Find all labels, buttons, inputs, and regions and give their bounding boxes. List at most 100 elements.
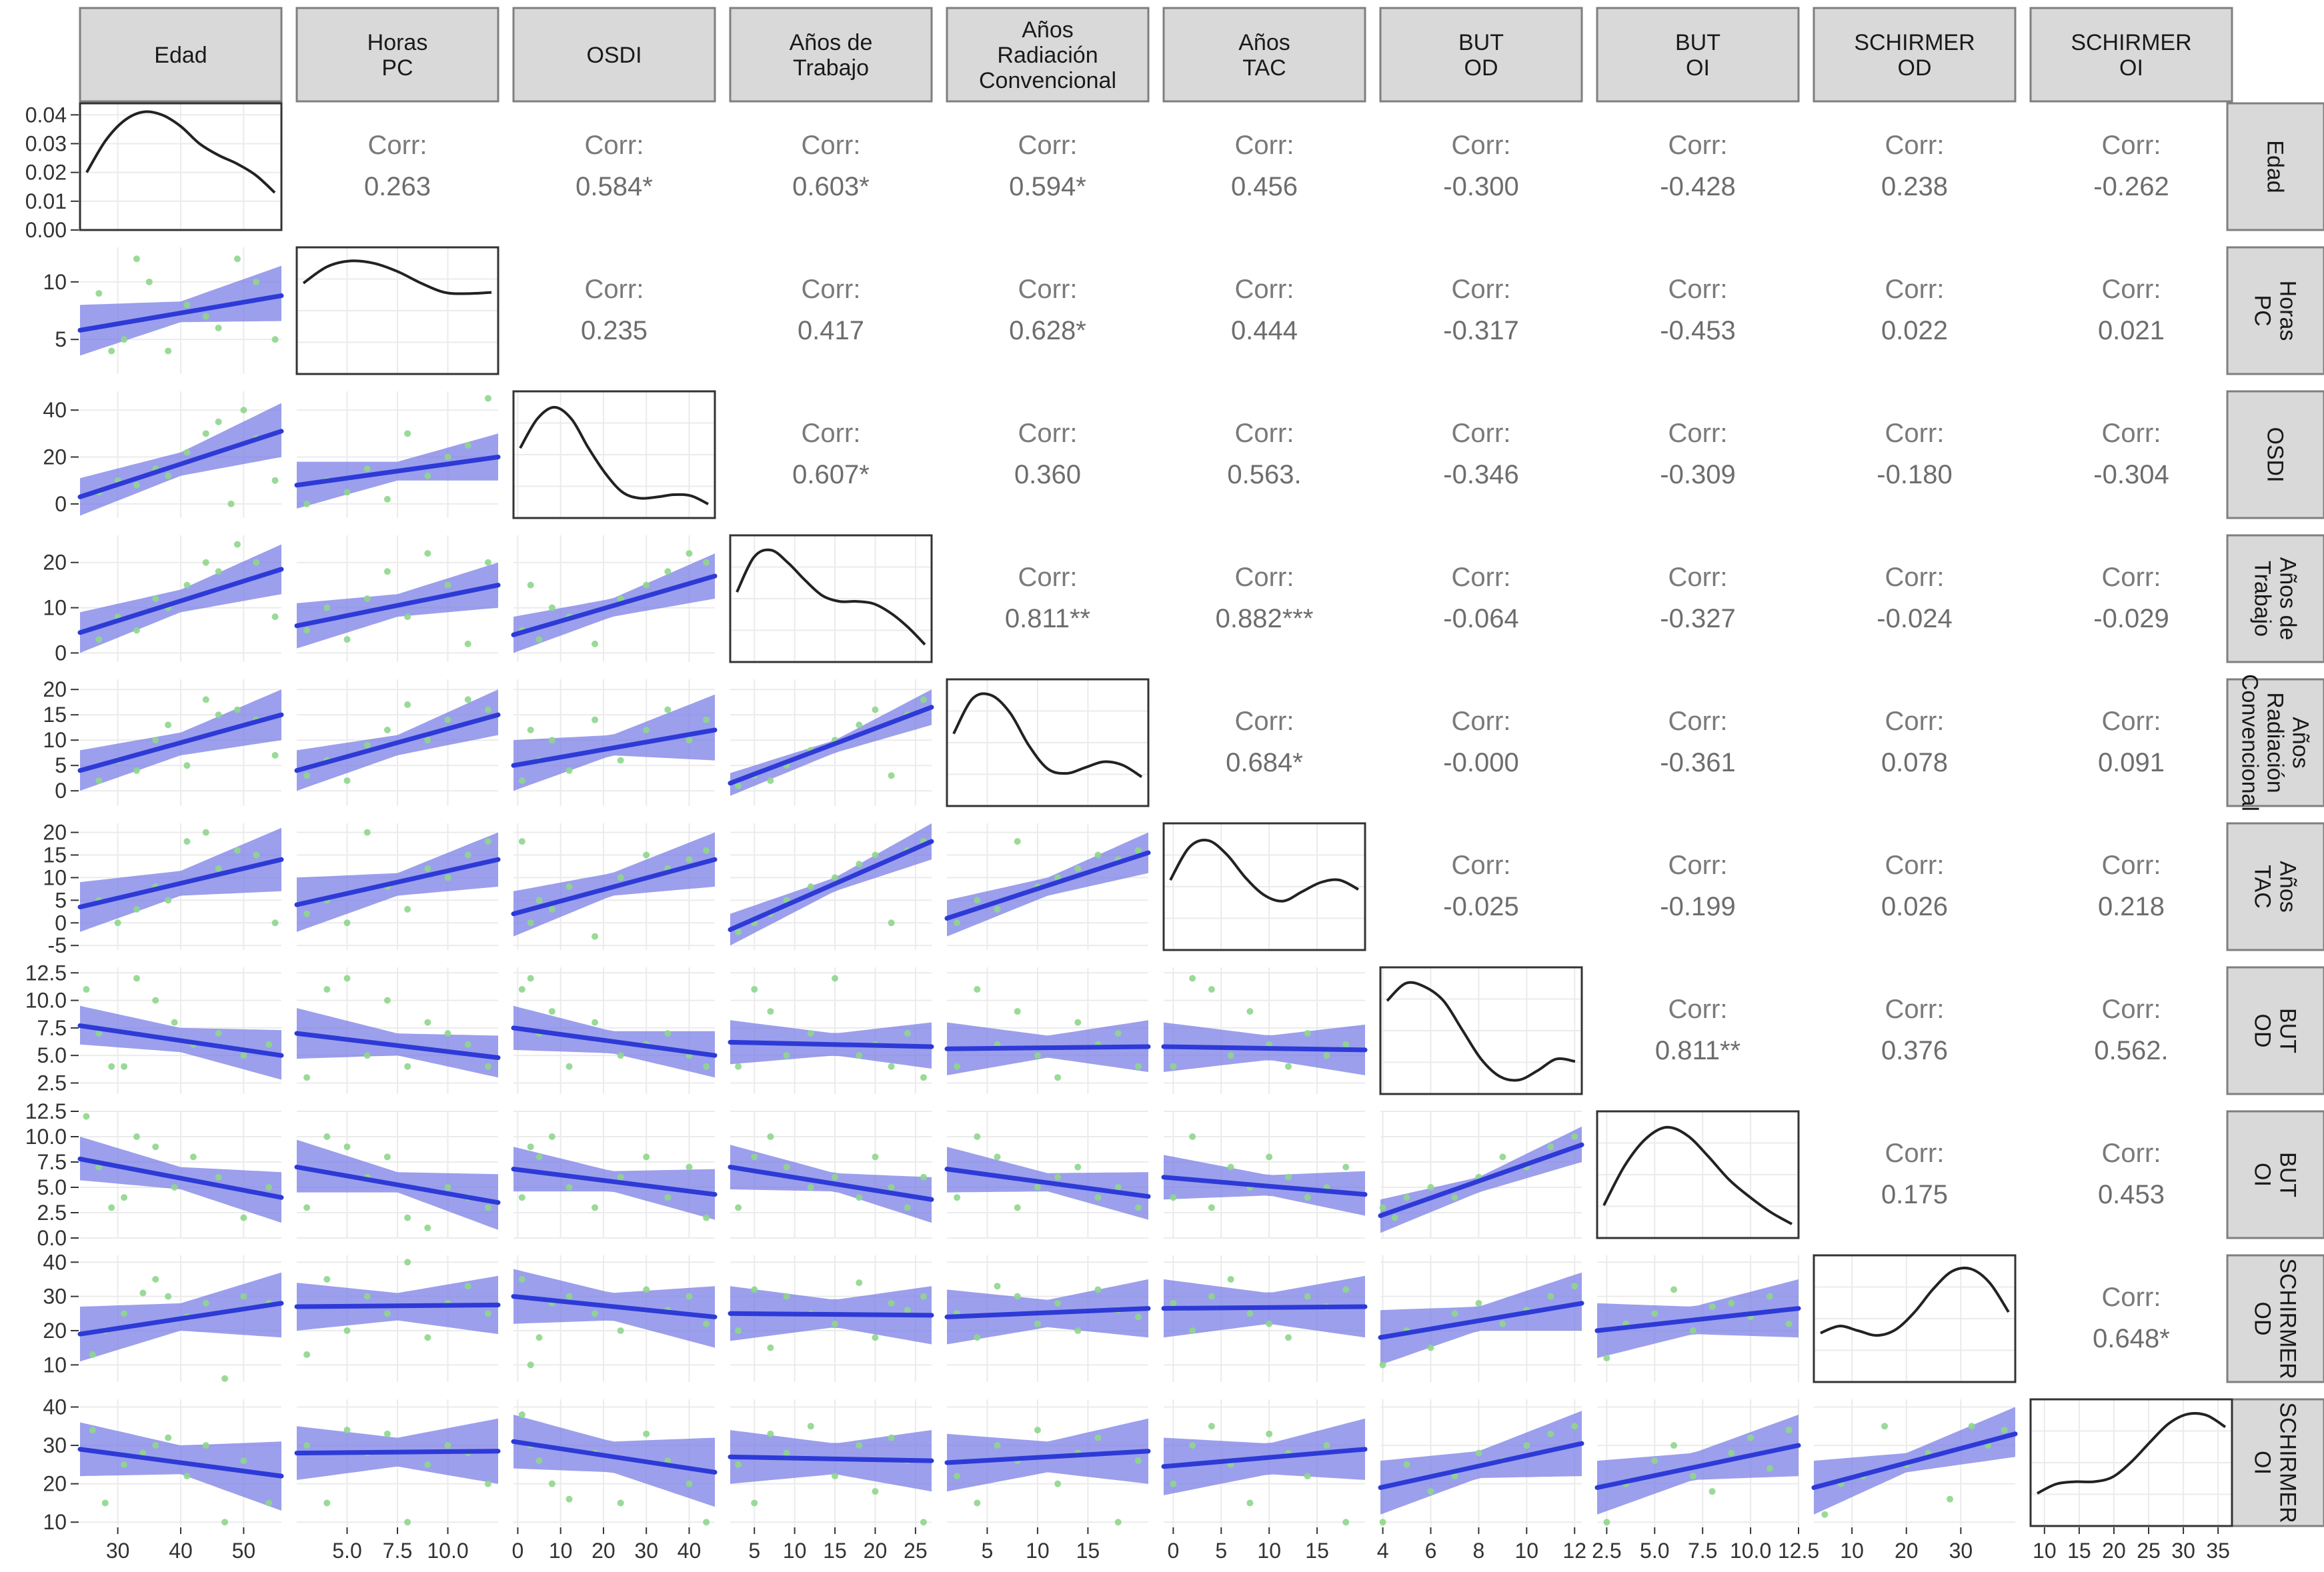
row-strip-label: OI xyxy=(2250,1163,2275,1187)
data-point xyxy=(253,559,260,566)
y-tick-label: 30 xyxy=(43,1285,67,1309)
x-tick-label: 6 xyxy=(1425,1539,1437,1563)
data-point xyxy=(1427,1344,1434,1351)
corr-panel: Corr: -0.327 xyxy=(1660,563,1735,633)
corr-value: 0.562. xyxy=(2094,1036,2168,1065)
data-point xyxy=(920,1519,927,1526)
regression-line xyxy=(1594,1443,1801,1490)
data-point xyxy=(872,851,879,859)
regression-line xyxy=(1594,1306,1801,1333)
data-point xyxy=(444,1030,451,1037)
data-point xyxy=(664,1194,672,1201)
corr-label: Corr: xyxy=(1018,131,1078,160)
corr-panel: Corr: 0.584* xyxy=(575,131,653,201)
regression-line xyxy=(728,1311,934,1318)
scatter-panel xyxy=(728,823,934,950)
data-point xyxy=(221,1519,229,1526)
corr-panel: Corr: -0.029 xyxy=(2093,563,2169,633)
data-point xyxy=(994,905,1001,913)
row-strip-box xyxy=(2226,390,2324,519)
data-point xyxy=(383,1153,391,1161)
data-point xyxy=(565,883,573,890)
data-point xyxy=(121,1063,128,1070)
corr-panel: Corr: -0.300 xyxy=(1443,131,1518,201)
data-point xyxy=(664,568,672,575)
x-tick-label: 5 xyxy=(982,1539,994,1563)
data-point xyxy=(233,255,241,263)
regression-line xyxy=(511,1294,718,1319)
data-point xyxy=(617,1173,624,1181)
corr-label: Corr: xyxy=(1668,707,1728,736)
x-tick-label: 0 xyxy=(1167,1539,1179,1563)
data-point xyxy=(363,741,371,749)
data-point xyxy=(920,1173,927,1181)
corr-panel: Corr: 0.628* xyxy=(1009,275,1086,345)
data-point xyxy=(703,1320,710,1327)
row-strip-box xyxy=(2226,678,2324,807)
data-point xyxy=(121,1310,128,1317)
data-point xyxy=(904,1030,911,1037)
corr-panel: Corr: 0.562. xyxy=(2094,995,2168,1065)
corr-label: Corr: xyxy=(1235,707,1294,736)
data-point xyxy=(165,721,172,729)
data-point xyxy=(954,1194,961,1201)
y-tick-label: 5.0 xyxy=(37,1043,67,1067)
corr-value: 0.026 xyxy=(1881,892,1948,921)
data-point xyxy=(783,1163,790,1171)
scatter-panel xyxy=(294,1255,501,1382)
data-point xyxy=(1189,1327,1196,1334)
x-tick-label: 0 xyxy=(512,1539,524,1563)
data-point xyxy=(783,1449,790,1457)
column-strip-label: SCHIRMER xyxy=(1854,30,1975,55)
data-point xyxy=(617,757,624,764)
data-point xyxy=(856,1194,863,1201)
data-point xyxy=(1114,1184,1122,1191)
data-point xyxy=(271,613,279,621)
data-point xyxy=(832,975,839,982)
corr-value: 0.235 xyxy=(581,316,648,345)
scatter-panel xyxy=(77,1255,284,1382)
data-point xyxy=(165,347,172,355)
scatter-panel xyxy=(511,1399,718,1526)
corr-label: Corr: xyxy=(368,131,427,160)
data-point xyxy=(343,636,351,643)
column-strip-label: Años xyxy=(1238,30,1290,55)
y-tick-label: 5 xyxy=(55,327,67,351)
data-point xyxy=(518,1194,525,1201)
data-point xyxy=(1246,1310,1254,1317)
corr-label: Corr: xyxy=(802,131,861,160)
scatter-panel xyxy=(294,1399,501,1526)
x-tick-label: 5.0 xyxy=(1640,1539,1669,1563)
data-point xyxy=(686,856,693,863)
scatter-panel xyxy=(944,1399,1151,1526)
regression-line xyxy=(728,1165,934,1202)
regression-line xyxy=(944,1449,1151,1465)
data-point xyxy=(888,919,895,927)
data-point xyxy=(518,777,525,784)
data-point xyxy=(1170,1063,1177,1070)
data-point xyxy=(1074,1163,1082,1171)
data-point xyxy=(974,897,981,904)
corr-panel: Corr: 0.218 xyxy=(2098,851,2165,921)
corr-label: Corr: xyxy=(1668,851,1728,880)
data-point xyxy=(1170,1194,1177,1201)
corr-panel: Corr: 0.021 xyxy=(2098,275,2165,345)
data-point xyxy=(1134,1204,1142,1211)
data-point xyxy=(592,1204,599,1211)
data-point xyxy=(888,1299,895,1307)
corr-label: Corr: xyxy=(2102,707,2161,736)
corr-panel: Corr: -0.453 xyxy=(1660,275,1735,345)
data-point xyxy=(343,489,351,496)
data-point xyxy=(343,919,351,927)
y-tick-label: 5.0 xyxy=(37,1175,67,1199)
confidence-band xyxy=(80,827,281,932)
data-point xyxy=(1323,1442,1330,1449)
data-point xyxy=(202,313,209,320)
data-point xyxy=(133,767,140,774)
data-point xyxy=(1379,1204,1386,1211)
corr-label: Corr: xyxy=(1668,995,1728,1024)
corr-panel: Corr: -0.199 xyxy=(1660,851,1735,921)
data-point xyxy=(1670,1442,1678,1449)
